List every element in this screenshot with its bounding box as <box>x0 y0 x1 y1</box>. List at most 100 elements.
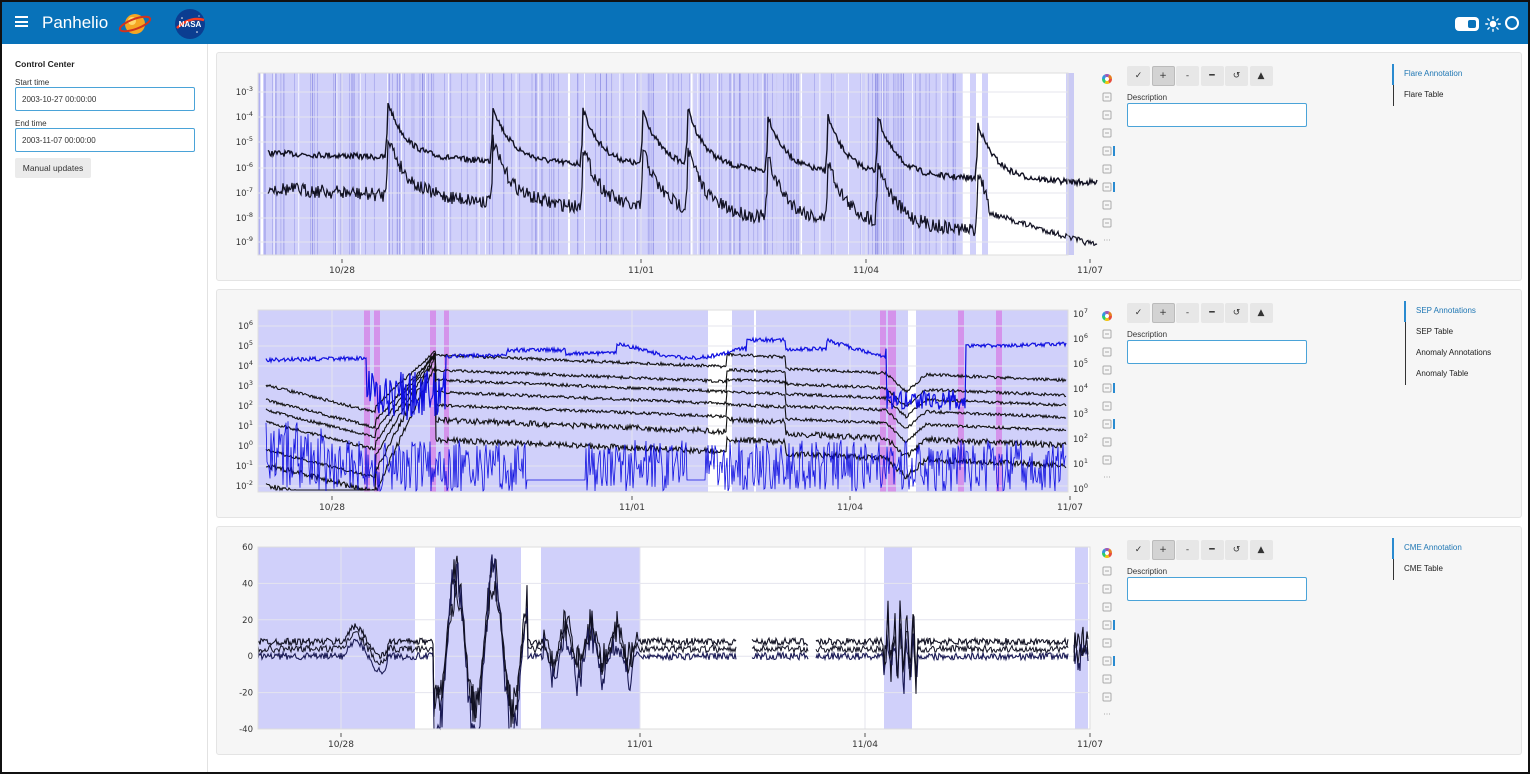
manual-updates-button[interactable]: Manual updates <box>15 158 91 178</box>
tab-flare-table[interactable]: Flare Table <box>1404 90 1444 99</box>
sep-data-lines <box>265 336 1067 493</box>
box-zoom-icon[interactable] <box>1102 365 1112 375</box>
minus-button[interactable]: - <box>1176 540 1199 560</box>
save-icon[interactable] <box>1102 674 1112 684</box>
save-icon[interactable] <box>1102 200 1112 210</box>
y-tick-label: 101 <box>238 419 253 432</box>
bokeh-logo-icon[interactable] <box>1102 311 1112 321</box>
cme-series-bx <box>257 555 1089 728</box>
theme-toggle-switch[interactable] <box>1455 17 1479 31</box>
lasso-icon[interactable] <box>1102 110 1112 120</box>
sep-plot-toolbar: ··· <box>1102 311 1115 482</box>
dash-button[interactable]: ━ <box>1200 66 1224 86</box>
zoom-xy-icon[interactable] <box>1102 401 1112 411</box>
cme-data-lines <box>257 554 1089 731</box>
reset-button[interactable]: ↺ <box>1225 540 1248 560</box>
save-icon[interactable] <box>1102 437 1112 447</box>
annotation-band <box>401 73 425 255</box>
check-button[interactable]: ✓ <box>1127 303 1150 323</box>
plus-button[interactable]: + <box>1151 303 1175 323</box>
sep-tool-buttons: ✓ + - ━ ↺ ▲ <box>1127 303 1274 323</box>
pan-icon[interactable] <box>1102 566 1112 576</box>
y-tick-label: 20 <box>242 616 253 626</box>
bokeh-logo-icon[interactable] <box>1102 74 1112 84</box>
start-time-input[interactable] <box>15 87 195 111</box>
dash-button[interactable]: ━ <box>1200 303 1224 323</box>
up-button[interactable]: ▲ <box>1249 540 1273 560</box>
reset-icon[interactable] <box>1102 455 1112 465</box>
up-button[interactable]: ▲ <box>1249 303 1273 323</box>
cme-plot-toolbar: ··· <box>1102 548 1115 719</box>
svg-text:NASA: NASA <box>179 20 202 29</box>
annotation-band <box>880 310 886 492</box>
tap-icon[interactable] <box>1102 419 1115 429</box>
flare-plot[interactable]: 10-910-810-710-610-510-410-3 10/28 11/01 1… <box>217 53 1117 282</box>
reset-button[interactable]: ↺ <box>1225 66 1248 86</box>
bokeh-logo-icon[interactable] <box>1102 548 1112 558</box>
more-icon[interactable]: ··· <box>1103 473 1111 482</box>
tab-anomaly-table[interactable]: Anomaly Table <box>1416 369 1469 378</box>
plus-button[interactable]: + <box>1151 540 1175 560</box>
zoom-xy-icon[interactable] <box>1102 638 1112 648</box>
check-button[interactable]: ✓ <box>1127 540 1150 560</box>
tab-sep-annotations[interactable]: SEP Annotations <box>1404 301 1501 322</box>
plus-button[interactable]: + <box>1151 66 1175 86</box>
box-select-icon[interactable] <box>1102 146 1115 156</box>
up-button[interactable]: ▲ <box>1249 66 1273 86</box>
box-zoom-icon[interactable] <box>1102 128 1112 138</box>
more-icon[interactable]: ··· <box>1103 710 1111 719</box>
pan-icon[interactable] <box>1102 92 1112 102</box>
tap-icon[interactable] <box>1102 656 1115 666</box>
check-button[interactable]: ✓ <box>1127 66 1150 86</box>
flare-plot-toolbar: ··· <box>1102 74 1115 245</box>
box-select-icon[interactable] <box>1102 620 1115 630</box>
x-tick-label: 11/04 <box>852 740 878 750</box>
y-tick-label: -40 <box>239 725 253 735</box>
annotation-band <box>698 73 718 255</box>
sun-icon[interactable] <box>1485 16 1501 32</box>
y-tick-label: 104 <box>1073 382 1088 395</box>
y-tick-label: 101 <box>1073 457 1088 470</box>
pan-icon[interactable] <box>1102 329 1112 339</box>
minus-button[interactable]: - <box>1176 303 1199 323</box>
box-select-icon[interactable] <box>1102 383 1115 393</box>
dark-mode-icon[interactable] <box>1505 16 1519 30</box>
tab-flare-annotation[interactable]: Flare Annotation <box>1392 64 1472 85</box>
reset-icon[interactable] <box>1102 218 1112 228</box>
end-time-input[interactable] <box>15 128 195 152</box>
box-zoom-icon[interactable] <box>1102 602 1112 612</box>
zoom-xy-icon[interactable] <box>1102 164 1112 174</box>
sep-description-input[interactable] <box>1127 340 1307 364</box>
y-tick-label: 102 <box>1073 432 1088 445</box>
hamburger-menu-icon[interactable] <box>15 16 28 27</box>
reset-button[interactable]: ↺ <box>1225 303 1248 323</box>
minus-button[interactable]: - <box>1176 66 1199 86</box>
flare-panel: 10-9 10-8 10-7 10-6 10-5 10-4 10-3 10/28 11/01 1… <box>216 52 1522 281</box>
cme-description-input[interactable] <box>1127 577 1307 601</box>
annotation-band <box>516 73 538 255</box>
tab-cme-annotation[interactable]: CME Annotation <box>1392 538 1472 559</box>
tab-cme-table[interactable]: CME Table <box>1404 564 1443 573</box>
lasso-icon[interactable] <box>1102 584 1112 594</box>
y-tick-label: 103 <box>1073 407 1088 420</box>
tab-sep-table[interactable]: SEP Table <box>1416 327 1454 336</box>
annotation-band <box>274 73 299 255</box>
dash-button[interactable]: ━ <box>1200 540 1224 560</box>
flare-annotation-bands <box>258 73 1074 255</box>
reset-icon[interactable] <box>1102 692 1112 702</box>
annotation-band <box>485 73 516 255</box>
y-tick-label: 10-9 <box>236 235 253 248</box>
annotation-band <box>584 73 613 255</box>
y-tick-label: 105 <box>238 339 253 352</box>
flare-description-input[interactable] <box>1127 103 1307 127</box>
svg-text:···: ··· <box>1103 473 1111 482</box>
y-tick-label: 10-6 <box>236 161 253 174</box>
tab-anomaly-annotations[interactable]: Anomaly Annotations <box>1416 348 1492 357</box>
lasso-icon[interactable] <box>1102 347 1112 357</box>
tap-icon[interactable] <box>1102 182 1115 192</box>
annotation-band <box>364 310 370 492</box>
sep-channel-0 <box>265 350 1067 414</box>
more-icon[interactable]: ··· <box>1103 236 1111 245</box>
cme-plot[interactable]: -40 -20 0 20 40 60 10/28 11/01 11/04 11/07 <box>217 527 1117 756</box>
